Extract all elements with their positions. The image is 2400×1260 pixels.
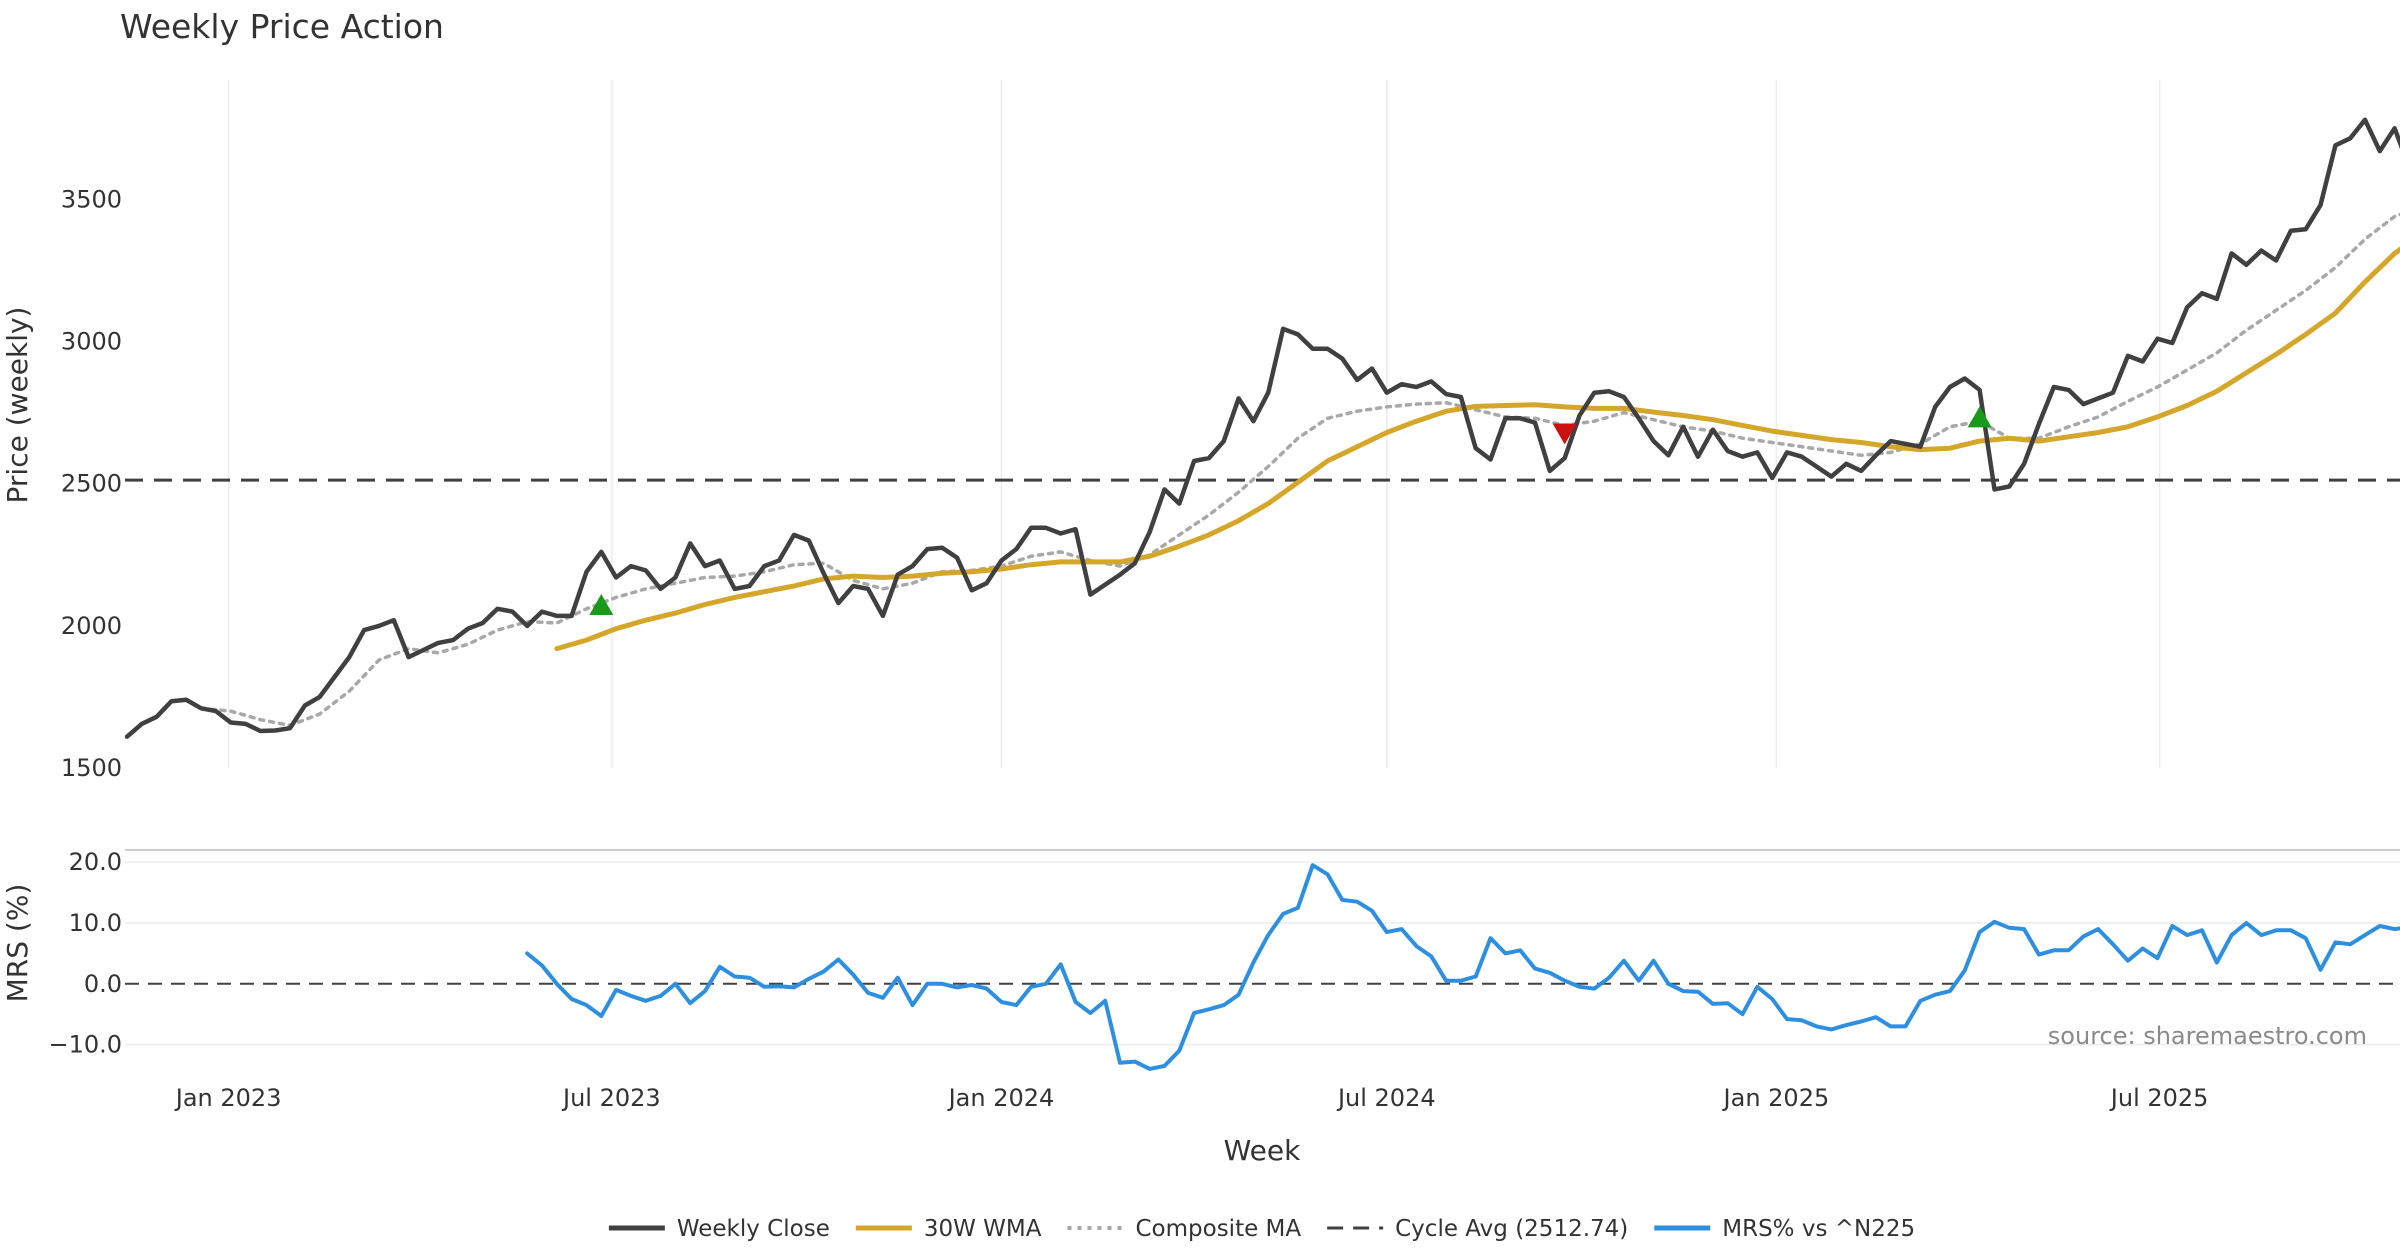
price-y-tick-label: 1500 [61,754,122,782]
x-axis-label: Week [1224,1134,1301,1167]
x-tick-label: Jul 2024 [1336,1084,1436,1112]
series-mrs [525,863,2400,1071]
source-note: source: sharemaestro.com [2048,1022,2367,1050]
x-tick-label: Jul 2023 [561,1084,661,1112]
price-panel-grid [227,80,2161,768]
price-y-axis-label: Price (weekly) [1,307,34,504]
mrs-y-ticks: 20.0 10.0 0.0 −10.0 [48,848,122,1058]
series-weekly-close [124,117,2400,739]
mrs-y-tick-label: 10.0 [69,909,122,937]
signal-marker-sell-1 [1552,423,1577,445]
price-y-tick-label: 3500 [61,185,122,213]
x-tick-label: Jul 2025 [2109,1084,2209,1112]
mrs-y-tick-label: −10.0 [48,1031,122,1059]
legend-label: Weekly Close [677,1216,830,1242]
price-y-tick-label: 2500 [61,470,122,498]
mrs-y-tick-label: 0.0 [84,970,122,998]
legend-label: Composite MA [1135,1216,1301,1242]
legend: Weekly Close 30W WMA Composite MA Cycle Avg… [608,1216,1915,1242]
x-tick-labels: Jan 2023 Jul 2023 Jan 2024 Jul 2024 Jan 2025… [174,1084,2209,1112]
x-tick-label: Jan 2025 [1722,1084,1830,1112]
legend-item: Cycle Avg (2512.74) [1327,1216,1628,1242]
chart-title: Weekly Price Action [120,7,444,46]
legend-label: 30W WMA [924,1216,1042,1242]
signal-marker-buy-2 [1967,406,1992,428]
price-y-tick-label: 3000 [61,328,122,356]
signal-markers [589,406,1992,615]
legend-item: 30W WMA [855,1216,1042,1242]
legend-item: Composite MA [1067,1216,1301,1242]
legend-label: Cycle Avg (2512.74) [1395,1216,1628,1242]
legend-label: MRS% vs ^N225 [1722,1216,1915,1242]
price-y-ticks: 1500 2000 2500 3000 3500 [61,185,122,782]
signal-marker-buy-0 [589,593,614,615]
legend-item: Weekly Close [608,1216,830,1242]
mrs-panel-grid [125,861,2400,1046]
price-y-tick-label: 2000 [61,612,122,640]
series-30w-wma [554,246,2400,652]
x-tick-label: Jan 2023 [174,1084,282,1112]
mrs-y-axis-label: MRS (%) [1,884,34,1003]
legend-item: MRS% vs ^N225 [1654,1216,1915,1242]
mrs-y-tick-label: 20.0 [69,848,122,876]
price-series-group [124,117,2400,739]
mrs-series-group [125,863,2400,1071]
series-composite-ma [199,212,2400,728]
x-tick-label: Jan 2024 [947,1084,1055,1112]
